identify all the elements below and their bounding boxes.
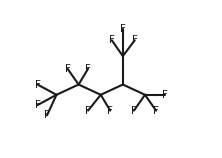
Text: F: F [120, 24, 126, 34]
Text: F: F [85, 106, 91, 116]
Text: F: F [44, 110, 50, 120]
Text: F: F [107, 106, 113, 116]
Text: F: F [35, 79, 40, 90]
Text: F: F [162, 90, 168, 100]
Text: F: F [65, 64, 71, 74]
Text: F: F [132, 35, 138, 45]
Text: F: F [35, 100, 40, 110]
Text: F: F [153, 106, 159, 116]
Text: F: F [109, 35, 115, 45]
Text: F: F [85, 64, 91, 74]
Text: F: F [131, 106, 137, 116]
